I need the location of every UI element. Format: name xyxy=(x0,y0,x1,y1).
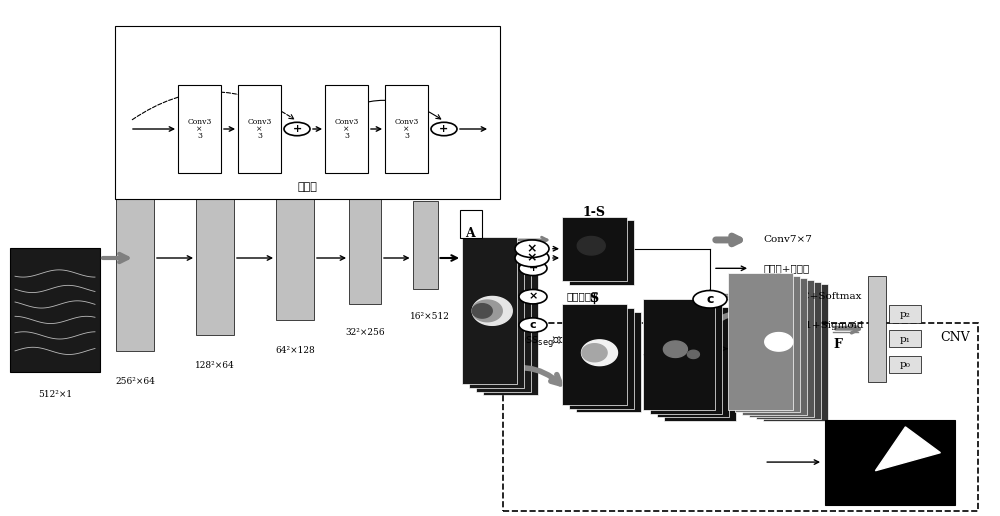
Text: CNV: CNV xyxy=(940,331,970,345)
Polygon shape xyxy=(472,297,512,325)
Text: GAP+FC+Softmax: GAP+FC+Softmax xyxy=(763,292,862,301)
Text: 256²×64: 256²×64 xyxy=(115,377,155,385)
FancyBboxPatch shape xyxy=(664,310,736,421)
FancyBboxPatch shape xyxy=(643,299,715,410)
Text: +: + xyxy=(528,263,538,273)
Text: 像素级乘法: 像素级乘法 xyxy=(566,292,597,301)
Polygon shape xyxy=(582,344,607,362)
FancyBboxPatch shape xyxy=(868,276,886,382)
Polygon shape xyxy=(582,340,618,366)
Text: 通道拼接: 通道拼接 xyxy=(566,320,591,330)
Circle shape xyxy=(515,249,549,267)
Polygon shape xyxy=(875,427,940,471)
Text: ×: × xyxy=(527,251,537,265)
Circle shape xyxy=(519,261,547,276)
FancyBboxPatch shape xyxy=(889,305,921,322)
Circle shape xyxy=(519,318,547,332)
FancyBboxPatch shape xyxy=(562,304,627,405)
Text: c: c xyxy=(530,320,536,330)
FancyBboxPatch shape xyxy=(483,248,538,395)
Text: p₂: p₂ xyxy=(900,310,910,319)
FancyBboxPatch shape xyxy=(650,303,722,414)
Polygon shape xyxy=(663,341,687,358)
FancyBboxPatch shape xyxy=(178,85,221,173)
FancyBboxPatch shape xyxy=(413,201,438,289)
FancyBboxPatch shape xyxy=(469,241,524,388)
FancyBboxPatch shape xyxy=(889,330,921,347)
FancyBboxPatch shape xyxy=(115,26,500,199)
FancyBboxPatch shape xyxy=(10,248,100,372)
FancyBboxPatch shape xyxy=(349,181,381,304)
Text: Conv3×3: Conv3×3 xyxy=(566,235,615,245)
Text: c: c xyxy=(706,293,714,306)
Text: 128²×64: 128²×64 xyxy=(195,361,235,370)
Text: $\mathrm{loss_{seg}}$仅在训练时监督: $\mathrm{loss_{seg}}$仅在训练时监督 xyxy=(515,332,596,350)
FancyBboxPatch shape xyxy=(728,273,793,410)
Text: Conv1×1+Sigmoid: Conv1×1+Sigmoid xyxy=(763,320,864,330)
FancyBboxPatch shape xyxy=(385,85,428,173)
FancyBboxPatch shape xyxy=(462,237,517,384)
Circle shape xyxy=(284,122,310,136)
Text: F: F xyxy=(834,338,842,351)
FancyBboxPatch shape xyxy=(569,220,634,285)
Circle shape xyxy=(519,289,547,304)
Text: Conv7×7: Conv7×7 xyxy=(763,235,812,245)
Text: S: S xyxy=(589,292,599,304)
Circle shape xyxy=(515,240,549,257)
Polygon shape xyxy=(472,300,502,321)
Text: 32²×256: 32²×256 xyxy=(345,328,385,336)
Text: 残差块+下采样: 残差块+下采样 xyxy=(763,264,809,273)
FancyBboxPatch shape xyxy=(476,245,531,392)
FancyBboxPatch shape xyxy=(325,85,368,173)
FancyBboxPatch shape xyxy=(276,160,314,320)
Text: p₁: p₁ xyxy=(900,334,910,344)
Text: ×: × xyxy=(527,242,537,255)
Circle shape xyxy=(693,291,727,308)
Circle shape xyxy=(431,122,457,136)
Polygon shape xyxy=(472,304,492,318)
FancyBboxPatch shape xyxy=(742,278,807,414)
Text: Conv3
×
3: Conv3 × 3 xyxy=(187,118,212,140)
Text: Conv3
×
3: Conv3 × 3 xyxy=(247,118,272,140)
Text: p₀: p₀ xyxy=(900,360,910,369)
Text: 64²×128: 64²×128 xyxy=(275,346,315,354)
FancyBboxPatch shape xyxy=(562,217,627,281)
FancyBboxPatch shape xyxy=(238,85,281,173)
Text: 像素级加法: 像素级加法 xyxy=(566,264,597,273)
FancyBboxPatch shape xyxy=(756,282,821,419)
FancyBboxPatch shape xyxy=(735,276,800,412)
FancyBboxPatch shape xyxy=(116,114,154,351)
Text: 1-S: 1-S xyxy=(582,206,606,219)
Text: 512²×1: 512²×1 xyxy=(38,390,72,398)
FancyBboxPatch shape xyxy=(196,139,234,335)
Polygon shape xyxy=(577,236,605,255)
FancyBboxPatch shape xyxy=(889,356,921,373)
Text: +: + xyxy=(292,124,302,134)
Text: +: + xyxy=(439,124,449,134)
FancyBboxPatch shape xyxy=(749,280,814,417)
FancyBboxPatch shape xyxy=(576,312,641,412)
Text: 残差块: 残差块 xyxy=(298,183,317,192)
Text: A: A xyxy=(465,227,475,240)
FancyBboxPatch shape xyxy=(657,307,729,417)
FancyBboxPatch shape xyxy=(763,284,828,421)
Polygon shape xyxy=(765,333,793,351)
Polygon shape xyxy=(687,350,699,359)
Text: Conv3
×
3: Conv3 × 3 xyxy=(334,118,359,140)
Text: 16²×512: 16²×512 xyxy=(410,312,450,321)
Text: ×: × xyxy=(528,292,538,302)
FancyBboxPatch shape xyxy=(569,308,634,409)
FancyBboxPatch shape xyxy=(825,420,955,505)
Text: Conv3
×
3: Conv3 × 3 xyxy=(394,118,419,140)
FancyBboxPatch shape xyxy=(460,210,482,238)
